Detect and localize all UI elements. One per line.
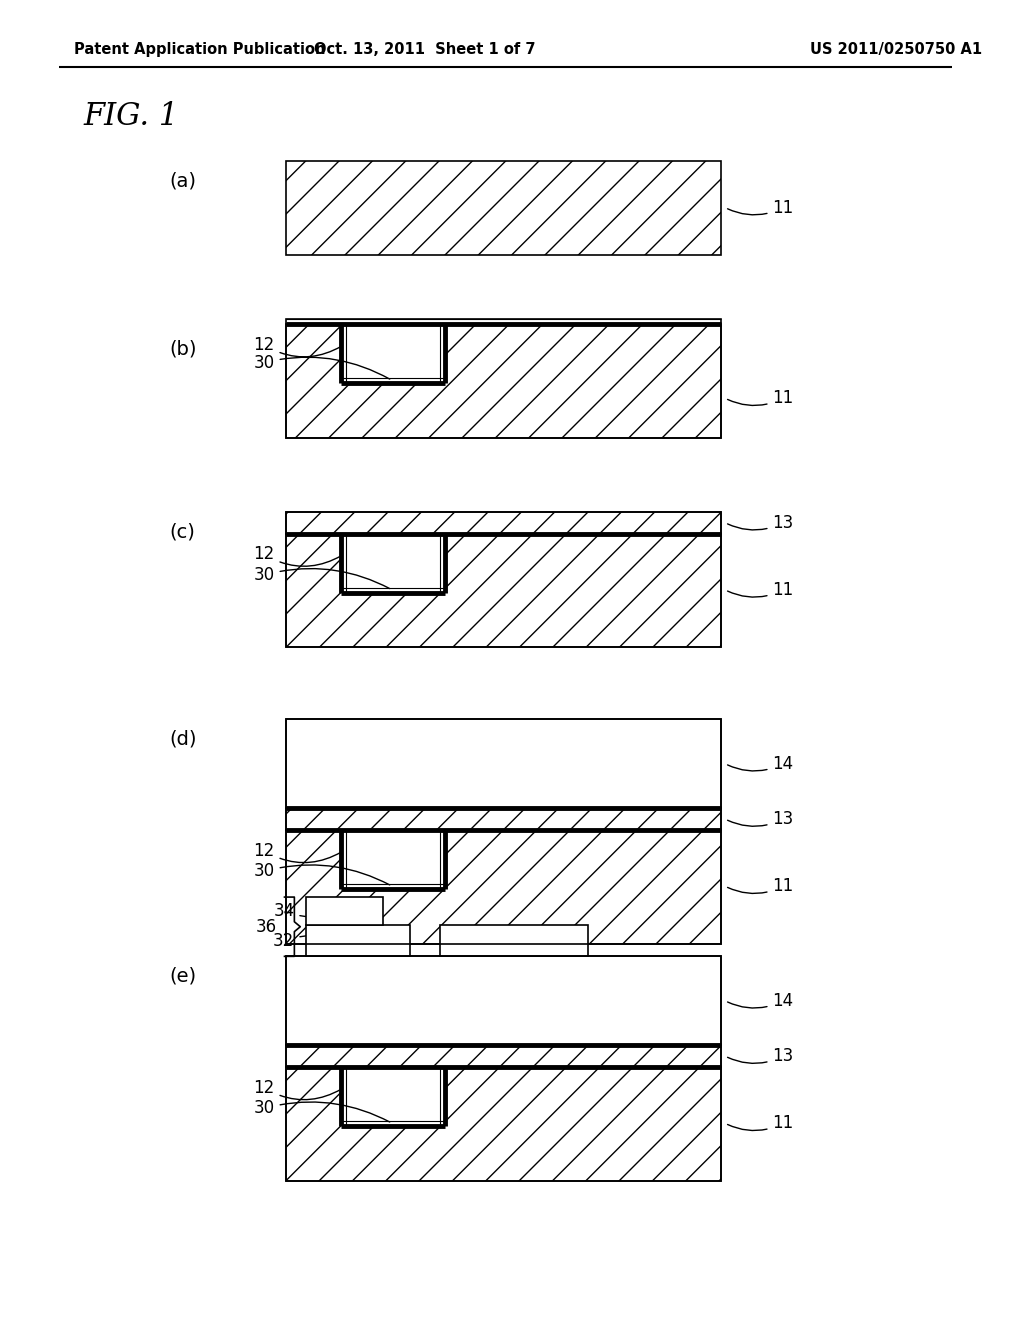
Text: 30: 30 xyxy=(254,354,390,379)
Text: 30: 30 xyxy=(254,566,390,589)
Text: 11: 11 xyxy=(728,581,794,599)
Bar xyxy=(287,808,721,830)
Bar xyxy=(287,957,721,1045)
Bar xyxy=(287,719,721,808)
Bar xyxy=(287,830,721,944)
Text: 11: 11 xyxy=(728,1114,794,1133)
Bar xyxy=(287,533,721,647)
Bar xyxy=(287,808,721,830)
Text: 12: 12 xyxy=(253,1078,341,1100)
Bar xyxy=(341,1067,444,1126)
Bar xyxy=(306,925,410,957)
Bar xyxy=(341,325,444,383)
Text: (d): (d) xyxy=(169,730,197,748)
Text: 13: 13 xyxy=(728,810,794,828)
Text: (c): (c) xyxy=(170,523,196,541)
Text: 11: 11 xyxy=(728,389,794,408)
Bar xyxy=(306,898,383,925)
Bar xyxy=(287,1067,721,1180)
Text: 12: 12 xyxy=(253,335,341,356)
Bar xyxy=(346,1067,439,1121)
Bar xyxy=(287,161,721,255)
Text: 34: 34 xyxy=(273,902,342,920)
Bar xyxy=(346,533,439,587)
Text: Patent Application Publication: Patent Application Publication xyxy=(74,42,326,57)
Text: 30: 30 xyxy=(254,862,390,884)
Text: FIG. 1: FIG. 1 xyxy=(84,102,179,132)
Bar xyxy=(341,533,444,593)
Text: (e): (e) xyxy=(169,966,197,986)
Text: 13: 13 xyxy=(728,1047,794,1065)
Text: 36: 36 xyxy=(255,917,276,936)
Bar xyxy=(439,925,588,957)
Bar xyxy=(287,957,721,1045)
Bar xyxy=(287,512,721,533)
Bar xyxy=(287,325,721,438)
Bar xyxy=(287,533,721,647)
Text: US 2011/0250750 A1: US 2011/0250750 A1 xyxy=(810,42,982,57)
Text: 12: 12 xyxy=(253,545,341,566)
Bar xyxy=(287,319,721,438)
Text: 11: 11 xyxy=(728,878,794,895)
Text: 12: 12 xyxy=(253,842,341,862)
Bar xyxy=(287,1067,721,1180)
Text: (a): (a) xyxy=(169,172,197,190)
Text: 13: 13 xyxy=(728,513,794,532)
Bar xyxy=(341,830,444,890)
Bar xyxy=(287,830,721,944)
Bar xyxy=(287,1045,721,1067)
Bar xyxy=(346,830,439,884)
Text: 11: 11 xyxy=(728,198,794,216)
Text: (b): (b) xyxy=(169,339,197,358)
Bar xyxy=(287,512,721,533)
Text: Oct. 13, 2011  Sheet 1 of 7: Oct. 13, 2011 Sheet 1 of 7 xyxy=(314,42,536,57)
Text: 14: 14 xyxy=(728,991,794,1010)
Text: 14: 14 xyxy=(728,755,794,772)
Text: 32: 32 xyxy=(273,932,355,949)
Bar xyxy=(287,719,721,808)
Bar xyxy=(287,1045,721,1067)
Text: 30: 30 xyxy=(254,1100,390,1122)
Bar xyxy=(346,325,439,379)
